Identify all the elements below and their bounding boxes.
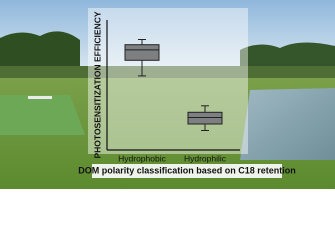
box xyxy=(124,44,160,61)
box xyxy=(187,111,223,125)
x-tick-label: Hydrophilic xyxy=(184,153,227,163)
y-axis-label: PHOTOSENSITIZATION EFFICIENCY xyxy=(92,11,102,158)
chart: PHOTOSENSITIZATION EFFICIENCY DOM polari… xyxy=(0,0,335,189)
x-axis-label: DOM polarity classification based on C18… xyxy=(78,165,296,175)
x-tick-label: Hydrophobic xyxy=(118,153,166,163)
background-photo xyxy=(0,0,335,189)
